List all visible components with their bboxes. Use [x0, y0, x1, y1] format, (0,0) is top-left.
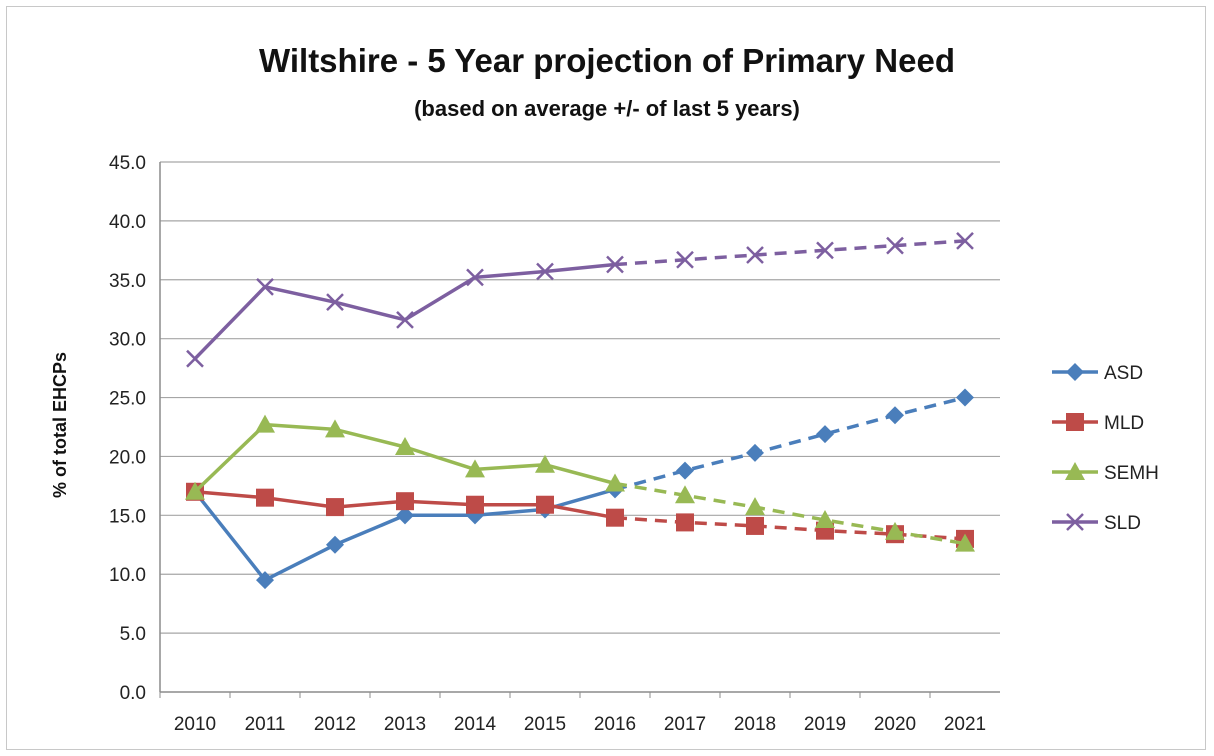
x-tick-label: 2021: [944, 714, 986, 735]
x-tick-label: 2013: [384, 714, 426, 735]
marker-stroke: [186, 349, 204, 368]
y-tick-label: 30.0: [109, 330, 146, 351]
data-point-sld: [816, 241, 834, 260]
data-point-semh: [465, 459, 485, 478]
y-axis-label: % of total EHCPs: [50, 352, 70, 498]
data-point-mld: [466, 495, 484, 514]
data-point-asd: [676, 461, 694, 480]
data-point-asd: [886, 406, 904, 425]
data-point-asd: [816, 425, 834, 444]
x-tick-label: 2016: [594, 714, 636, 735]
marker-stroke: [536, 262, 554, 281]
data-point-semh: [395, 437, 415, 456]
marker-stroke: [1066, 513, 1084, 531]
y-tick-label: 25.0: [109, 389, 146, 410]
x-tick-label: 2015: [524, 714, 566, 735]
y-tick-label: 5.0: [120, 624, 146, 645]
chart-title: Wiltshire - 5 Year projection of Primary…: [259, 42, 955, 79]
marker-stroke: [816, 241, 834, 260]
data-point-semh: [675, 485, 695, 504]
x-tick-label: 2014: [454, 714, 497, 735]
y-tick-label: 15.0: [109, 506, 146, 527]
data-point-sld: [956, 232, 974, 250]
chart-frame: [6, 6, 1206, 750]
marker-stroke: [956, 232, 974, 250]
y-tick-label: 45.0: [109, 153, 146, 174]
data-point-sld: [326, 293, 344, 312]
data-point-asd: [746, 443, 764, 462]
data-point-mld: [396, 492, 414, 511]
data-point-sld: [536, 262, 554, 281]
x-tick-label: 2011: [245, 714, 286, 735]
x-tick-label: 2020: [874, 714, 916, 735]
data-point-mld: [746, 516, 764, 535]
series-projection-line-semh: [614, 481, 966, 546]
series-projection-line-sld: [614, 239, 966, 267]
marker-stroke: [606, 255, 624, 274]
data-point-sld: [186, 349, 204, 368]
data-point-semh: [605, 473, 625, 492]
data-point-mld: [536, 495, 554, 514]
marker-stroke: [886, 236, 904, 255]
x-tick-label: 2012: [314, 714, 356, 735]
legend-label-semh: SEMH: [1104, 463, 1159, 484]
legend-label-mld: MLD: [1104, 413, 1144, 434]
marker-stroke: [326, 293, 344, 312]
y-tick-label: 10.0: [109, 565, 146, 586]
data-point-asd: [396, 506, 414, 525]
y-tick-label: 35.0: [109, 271, 146, 292]
data-point-asd: [956, 388, 974, 407]
legend-label-asd: ASD: [1104, 363, 1143, 384]
data-point-mld: [256, 488, 274, 507]
data-point-semh: [185, 481, 205, 500]
marker-stroke: [676, 250, 694, 269]
data-point-mld: [676, 513, 694, 532]
series-projection-line-asd: [614, 395, 966, 492]
y-tick-label: 0.0: [120, 683, 146, 704]
data-point-semh: [535, 454, 555, 473]
data-point-semh: [885, 521, 905, 540]
legend-label-sld: SLD: [1104, 513, 1141, 534]
y-tick-label: 40.0: [109, 212, 146, 233]
data-point-sld: [676, 250, 694, 269]
marker-stroke: [466, 268, 484, 287]
x-tick-label: 2018: [734, 714, 776, 735]
data-point-asd: [326, 535, 344, 554]
y-tick-label: 20.0: [109, 447, 146, 468]
data-point-semh: [815, 510, 835, 529]
x-tick-label: 2019: [804, 714, 846, 735]
data-point-asd: [256, 571, 274, 590]
data-point-sld: [466, 268, 484, 287]
data-point-sld: [396, 310, 414, 329]
marker-stroke: [256, 277, 274, 296]
data-point-mld: [606, 508, 624, 527]
legend-marker-semh: [1065, 462, 1085, 480]
data-point-sld: [746, 246, 764, 264]
x-tick-label: 2017: [664, 714, 706, 735]
legend-marker-sld: [1066, 513, 1084, 531]
legend-marker-asd: [1066, 363, 1084, 381]
marker-stroke: [396, 310, 414, 329]
marker-stroke: [746, 246, 764, 264]
x-tick-label: 2010: [174, 714, 216, 735]
data-point-sld: [886, 236, 904, 255]
series-line-semh: [193, 422, 616, 494]
data-point-semh: [955, 533, 975, 552]
legend-marker-mld: [1066, 413, 1084, 431]
data-point-sld: [606, 255, 624, 274]
chart-subtitle: (based on average +/- of last 5 years): [414, 96, 800, 121]
data-point-semh: [745, 497, 765, 516]
data-point-sld: [256, 277, 274, 296]
data-point-semh: [255, 414, 275, 433]
data-point-mld: [326, 498, 344, 517]
data-point-semh: [325, 419, 345, 438]
